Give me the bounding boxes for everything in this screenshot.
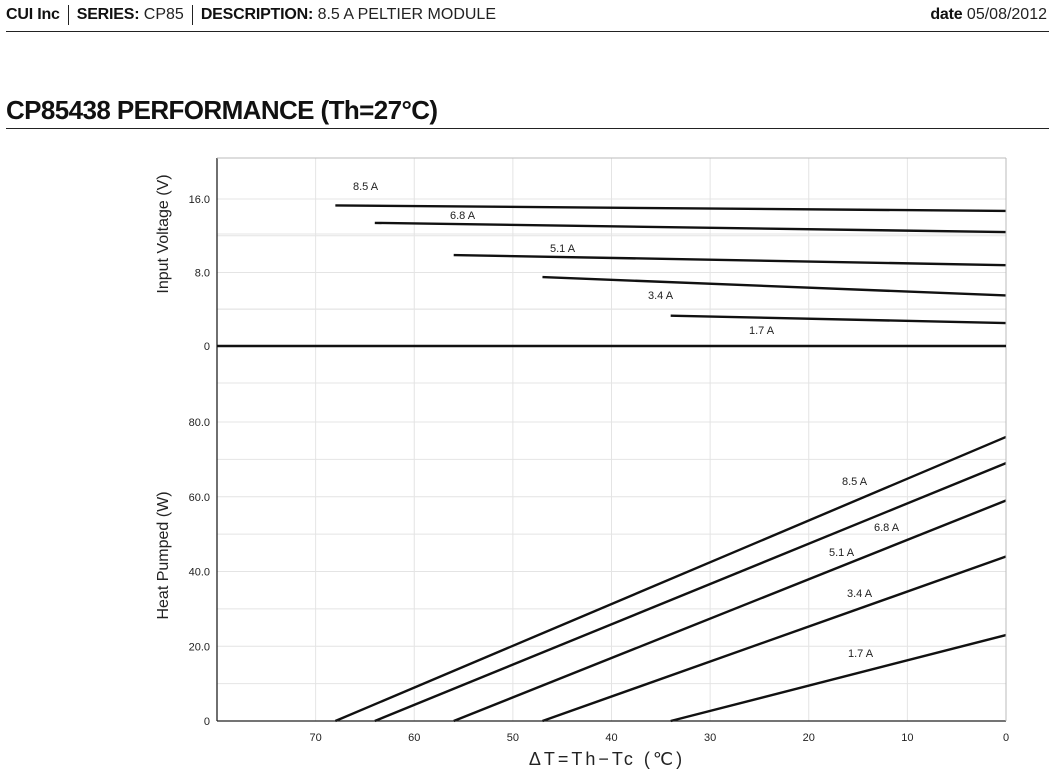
x-tick-label: 40 [605,732,617,744]
header-right: date 05/08/2012 [930,5,1047,25]
company-segment: CUI Inc [6,5,68,25]
series-line [453,499,1007,723]
series-line [374,462,1007,723]
y-tick-label: 0 [204,341,210,353]
y-tick-label: 40.0 [189,567,210,579]
x-tick-label: 70 [310,732,322,744]
x-tick-label: 50 [507,732,519,744]
date-value: 05/08/2012 [966,6,1047,23]
description-segment: DESCRIPTION: 8.5 A PELTIER MODULE [191,5,504,25]
series-line [542,555,1007,723]
series-line [542,275,1007,297]
series-value: CP85 [143,6,184,23]
series-segment: SERIES: CP85 [67,5,192,25]
document-header: CUI Inc SERIES: CP85 DESCRIPTION: 8.5 A … [6,3,1049,32]
x-tick-label: 10 [901,732,913,744]
series-label: 6.8 A [874,522,900,534]
y-tick-label: 16.0 [189,194,210,206]
series-label: 1.7 A [848,648,874,660]
y-tick-label: 8.0 [195,268,210,280]
y-axis-label: Input Voltage (V) [155,174,172,293]
series-label: 5.1 A [829,547,855,559]
series-label: 8.5 A [842,476,868,488]
series-label: 5.1 A [550,243,576,255]
series-line [374,221,1007,234]
company-name: CUI Inc [6,6,60,23]
series-line [670,314,1007,325]
header-left: CUI Inc SERIES: CP85 DESCRIPTION: 8.5 A … [6,5,504,25]
date-label: date [930,6,963,23]
y-axis-label: Heat Pumped (W) [155,491,172,619]
series-label: SERIES: [76,6,140,23]
x-tick-label: 0 [1003,732,1009,744]
y-tick-label: 60.0 [189,492,210,504]
series-line [334,435,1007,723]
series-line [335,204,1007,213]
series-label: 3.4 A [648,290,674,302]
series-label: 3.4 A [847,588,873,600]
series-line [670,633,1007,723]
series-line [453,253,1007,267]
y-tick-label: 80.0 [189,417,210,429]
description-value: 8.5 A PELTIER MODULE [317,6,496,23]
series-label: 1.7 A [749,325,775,337]
x-axis-label: ΔT=Th−Tc (℃) [529,749,685,769]
title-block: CP85438 PERFORMANCE (Th=27°C) [6,93,1049,129]
description-label: DESCRIPTION: [200,6,314,23]
x-tick-label: 60 [408,732,420,744]
series-label: 6.8 A [450,210,476,222]
x-tick-label: 30 [704,732,716,744]
series-label: 8.5 A [353,181,379,193]
page-title: CP85438 PERFORMANCE (Th=27°C) [6,95,438,125]
x-tick-label: 20 [803,732,815,744]
y-tick-label: 0 [204,716,210,728]
y-tick-label: 20.0 [189,641,210,653]
